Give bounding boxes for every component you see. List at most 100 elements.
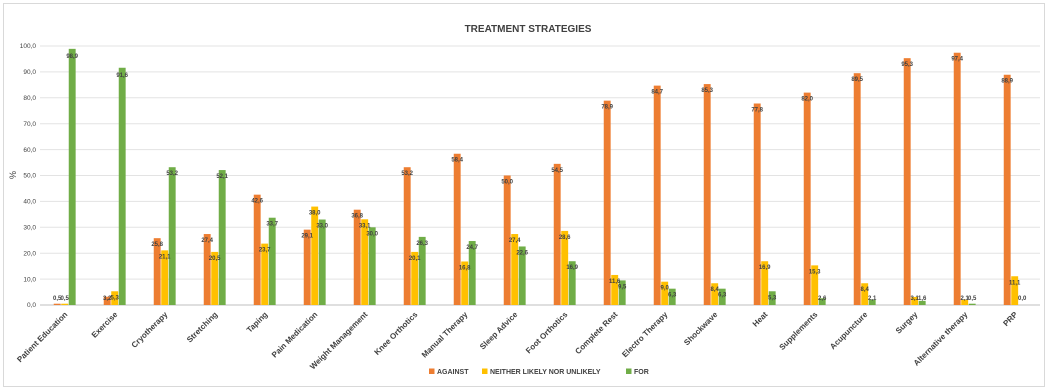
- bar: [653, 85, 661, 305]
- bar: [453, 153, 461, 305]
- data-label: 30,0: [366, 231, 378, 237]
- legend-label: FOR: [634, 369, 649, 376]
- y-tick-label: 80,0: [23, 95, 36, 102]
- y-tick-label: 70,0: [23, 121, 36, 128]
- bar: [161, 250, 169, 305]
- data-label: 11,6: [609, 279, 621, 285]
- bar: [53, 303, 61, 305]
- legend-label: NEITHER LIKELY NOR UNLIKELY: [490, 369, 601, 376]
- bar: [203, 234, 211, 305]
- x-tick-label: Alternative therapy: [912, 310, 970, 368]
- data-label: 5,3: [768, 295, 777, 301]
- bars: [53, 48, 1026, 306]
- data-label: 16,9: [759, 265, 771, 271]
- data-label: 29,1: [301, 234, 313, 240]
- data-label: 28,6: [559, 235, 571, 241]
- x-tick-label: Patient Education: [15, 310, 69, 364]
- data-label: 20,1: [409, 256, 421, 262]
- y-tick-label: 50,0: [23, 173, 36, 180]
- bar: [1003, 74, 1011, 306]
- legend-swatch: [429, 368, 435, 374]
- data-label: 8,4: [861, 287, 870, 293]
- data-label: 26,3: [416, 241, 428, 247]
- data-label: 98,9: [66, 54, 78, 60]
- bar: [811, 265, 819, 305]
- x-tick-label: PRP: [1001, 310, 1019, 328]
- data-label: 53,2: [166, 171, 178, 177]
- gridlines: [40, 45, 1040, 306]
- x-tick-label: Pain Medication: [270, 310, 320, 360]
- bar: [761, 261, 769, 305]
- x-tick-label: Cryotherapy: [130, 310, 170, 350]
- bar: [311, 206, 319, 305]
- bar: [718, 288, 726, 305]
- y-axis-ticks: 0,0 10,0 20,0 30,0 40,0 50,0 60,0 70,0 80,0 90,0 1…: [20, 43, 37, 309]
- chart-title: TREATMENT STRATEGIES: [465, 24, 592, 35]
- bar: [511, 234, 519, 305]
- data-label: 9,0: [661, 286, 670, 292]
- bar: [818, 298, 826, 305]
- data-label: 85,3: [701, 88, 713, 94]
- x-tick-label: Acupuncture: [828, 310, 870, 352]
- bar: [353, 209, 361, 305]
- bar: [218, 170, 226, 305]
- bar: [118, 67, 126, 305]
- data-label: 0,5: [968, 296, 977, 302]
- x-tick-label: Sleep Advice: [478, 310, 520, 352]
- x-tick-label: Heat: [751, 310, 770, 329]
- legend: AGAINST NEITHER LIKELY NOR UNLIKELY FOR: [429, 368, 649, 376]
- x-tick-label: Complete Rest: [573, 310, 619, 356]
- data-label: 91,6: [116, 73, 128, 79]
- data-label: 3,2: [103, 296, 112, 302]
- data-label: 97,4: [951, 57, 963, 63]
- bar: [361, 219, 369, 305]
- data-label: 54,5: [551, 168, 563, 174]
- data-label: 27,4: [509, 238, 521, 244]
- data-label: 22,6: [516, 250, 528, 256]
- bar: [603, 100, 611, 305]
- y-tick-label: 60,0: [23, 147, 36, 154]
- data-label: 2,1: [961, 296, 970, 302]
- bar: [853, 73, 861, 305]
- bar: [68, 48, 76, 305]
- bar: [168, 167, 176, 305]
- bar: [918, 300, 926, 305]
- data-label: 5,3: [111, 295, 120, 301]
- data-label: 20,5: [209, 256, 221, 262]
- bar: [803, 92, 811, 306]
- y-tick-label: 30,0: [23, 225, 36, 232]
- data-label: 42,6: [251, 199, 263, 205]
- data-label: 89,5: [851, 77, 863, 83]
- bar: [303, 229, 311, 305]
- y-tick-label: 40,0: [23, 199, 36, 206]
- x-tick-label: Shockwave: [682, 310, 720, 348]
- bar: [261, 243, 269, 305]
- data-label: 50,0: [501, 180, 513, 186]
- data-label: 2,6: [818, 296, 827, 302]
- data-label: 21,1: [159, 254, 171, 260]
- x-tick-label: Weight Management: [308, 310, 369, 371]
- x-tick-label: Surgey: [894, 310, 920, 336]
- x-tick-label: Manual Therapy: [420, 310, 470, 360]
- data-label: 16,9: [566, 265, 578, 271]
- y-tick-label: 10,0: [23, 276, 36, 283]
- x-tick-label: Electro Therapy: [620, 310, 670, 360]
- data-label: 2,1: [868, 296, 877, 302]
- data-label: 15,3: [809, 269, 821, 275]
- bar: [661, 281, 669, 305]
- bar: [518, 246, 526, 305]
- y-axis-label: %: [8, 171, 18, 179]
- data-label: 33,0: [316, 224, 328, 230]
- bar: [668, 288, 676, 305]
- data-label: 33,1: [359, 223, 371, 229]
- data-label: 0,5: [53, 296, 62, 302]
- x-tick-label: Knee Orthotics: [373, 310, 420, 357]
- data-label: 0,5: [61, 296, 70, 302]
- bar: [611, 274, 619, 305]
- data-label: 78,9: [601, 105, 613, 111]
- bar: [753, 103, 761, 305]
- data-label: 77,8: [751, 107, 763, 113]
- data-label: 8,4: [711, 287, 720, 293]
- data-label: 52,1: [216, 174, 228, 180]
